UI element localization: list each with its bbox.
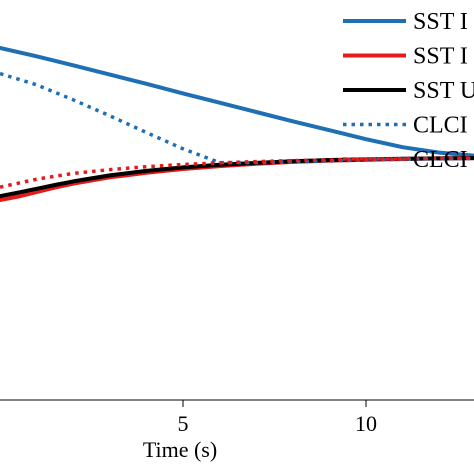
series-line-1 bbox=[0, 46, 474, 158]
legend-label-1: SST I bbox=[413, 9, 468, 35]
x-axis-label: Time (s) bbox=[143, 437, 217, 462]
x-tick-label: 10 bbox=[355, 411, 377, 436]
series-line-4 bbox=[0, 71, 474, 165]
legend-label-4: CLCI bbox=[413, 113, 468, 139]
x-ticks: 51015 bbox=[178, 400, 377, 436]
legend-label-3: SST U bbox=[413, 78, 474, 104]
x-tick-label: 5 bbox=[178, 411, 189, 436]
plot-area bbox=[0, 46, 474, 202]
legend-label-5: CLCI bbox=[413, 147, 468, 173]
legend-label-2: SST I bbox=[413, 44, 468, 70]
legend: SST I SST I SST U CLCI CLCI bbox=[343, 9, 474, 173]
